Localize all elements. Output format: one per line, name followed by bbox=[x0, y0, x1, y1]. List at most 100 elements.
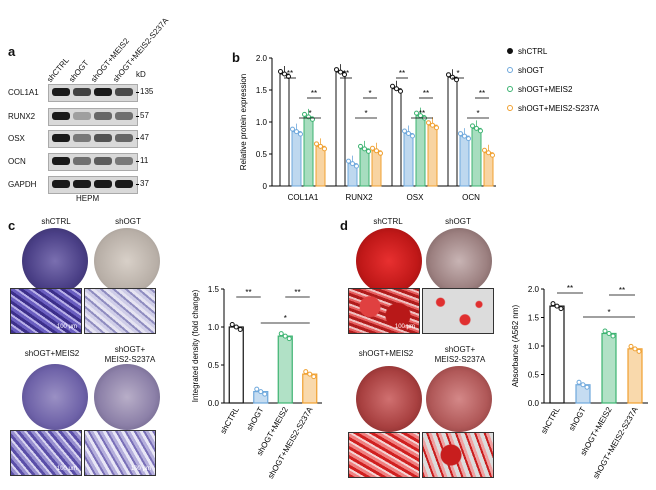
kd-runx2: 57 bbox=[136, 111, 149, 120]
c-label-shogt: shOGT bbox=[115, 217, 141, 226]
bar bbox=[471, 127, 482, 187]
panel-label-c: c bbox=[8, 218, 16, 233]
c-micro-s237a: 100 μm bbox=[84, 430, 156, 476]
data-point bbox=[414, 110, 419, 116]
bar bbox=[279, 73, 290, 187]
d-micro-meis2 bbox=[348, 432, 420, 478]
data-point bbox=[470, 123, 475, 129]
bar bbox=[427, 124, 438, 187]
data-point bbox=[286, 74, 291, 79]
chart-protein-expression: 0 0.5 1.0 1.5 2.0 Relative protein expression… bbox=[239, 47, 600, 202]
data-point bbox=[458, 131, 463, 137]
y-axis-label: Integrated density (fold change) bbox=[191, 289, 200, 402]
legend-marker bbox=[507, 67, 513, 73]
d-micro-s237a bbox=[422, 432, 494, 478]
panel-label-b: b bbox=[232, 50, 240, 65]
data-point bbox=[342, 72, 347, 78]
data-point bbox=[233, 324, 239, 330]
c-label-shctrl: shCTRL bbox=[41, 217, 71, 226]
data-point bbox=[278, 331, 284, 337]
data-point bbox=[282, 333, 288, 339]
d-label-meis2: shOGT+MEIS2 bbox=[358, 349, 414, 358]
c-well-shogt bbox=[94, 228, 160, 294]
blot-row-runx2 bbox=[48, 108, 138, 126]
y-tick-label: 1.0 bbox=[528, 342, 540, 351]
blot-row-col1a1 bbox=[48, 84, 138, 102]
d-well-s237a bbox=[426, 366, 492, 432]
kd-label: kD bbox=[136, 70, 146, 79]
significance-label: ** bbox=[343, 69, 349, 78]
x-tick-label: shOGT bbox=[567, 405, 588, 432]
y-tick-label: 1.0 bbox=[256, 118, 268, 127]
significance-label: ** bbox=[399, 69, 405, 78]
data-point bbox=[490, 152, 495, 158]
data-point bbox=[374, 148, 379, 154]
data-point bbox=[318, 143, 323, 149]
data-point bbox=[580, 382, 586, 388]
data-point bbox=[350, 161, 355, 167]
data-point bbox=[446, 72, 451, 78]
chart-absorbance: 0.0 0.5 1.0 1.5 2.0 Absorbance (A562 nm) shCTR… bbox=[511, 284, 648, 480]
legend-entry: shOGT+MEIS2-S237A bbox=[518, 104, 600, 113]
cell-type-label: HEPM bbox=[76, 194, 100, 203]
x-tick-label: OSX bbox=[407, 193, 425, 202]
x-tick-label: shOGT+MEIS2-S237A bbox=[266, 405, 315, 480]
bar bbox=[459, 135, 470, 187]
y-tick-label: 2.0 bbox=[256, 54, 268, 63]
data-point bbox=[262, 391, 268, 397]
c-micro-shogt bbox=[84, 288, 156, 334]
data-point bbox=[311, 374, 317, 380]
y-tick-label: 0.0 bbox=[528, 399, 540, 408]
legend-marker bbox=[507, 86, 513, 92]
scale-bar-label: 100 μm bbox=[130, 466, 151, 472]
x-tick-label: OCN bbox=[462, 193, 480, 202]
data-point bbox=[632, 346, 638, 352]
bar bbox=[359, 148, 370, 187]
data-point bbox=[322, 146, 327, 152]
data-point bbox=[303, 369, 309, 375]
significance-label: * bbox=[308, 109, 311, 118]
x-tick-label: shCTRL bbox=[219, 405, 242, 435]
bar bbox=[601, 332, 617, 404]
data-point bbox=[286, 336, 292, 342]
blot-row-osx bbox=[48, 130, 138, 148]
c-micro-shctrl: 100 μm bbox=[10, 288, 82, 334]
significance-label: ** bbox=[311, 89, 317, 98]
d-label-shctrl: shCTRL bbox=[373, 217, 403, 226]
y-tick-label: 0 bbox=[263, 182, 268, 191]
scale-bar-label: 100 μm bbox=[56, 466, 77, 472]
bar bbox=[549, 305, 565, 404]
y-tick-label: 1.5 bbox=[256, 86, 268, 95]
significance-label: ** bbox=[419, 109, 425, 118]
data-point bbox=[426, 120, 431, 126]
data-point bbox=[338, 69, 343, 75]
c-well-s237a bbox=[94, 364, 160, 430]
data-point bbox=[378, 150, 383, 156]
scale-bar-label: 100 μm bbox=[56, 324, 77, 330]
data-point bbox=[290, 126, 295, 132]
data-point bbox=[398, 88, 403, 94]
c-well-shctrl bbox=[22, 228, 88, 294]
data-point bbox=[554, 303, 560, 309]
chart-integrated-density: 0.0 0.5 1.0 1.5 Integrated density (fold cha… bbox=[191, 285, 322, 480]
y-axis-label: Absorbance (A562 nm) bbox=[511, 305, 520, 388]
protein-label-runx2: RUNX2 bbox=[8, 112, 36, 121]
data-point bbox=[602, 328, 608, 334]
bar bbox=[483, 152, 494, 187]
data-point bbox=[282, 71, 287, 77]
bar bbox=[415, 115, 426, 187]
data-point bbox=[584, 384, 590, 390]
y-tick-label: 1.0 bbox=[208, 323, 220, 332]
significance-label: ** bbox=[619, 286, 625, 295]
y-tick-label: 0.5 bbox=[256, 150, 268, 159]
data-point bbox=[334, 67, 339, 73]
protein-label-ocn: OCN bbox=[8, 157, 26, 166]
protein-label-col1a1: COL1A1 bbox=[8, 88, 39, 97]
y-tick-label: 2.0 bbox=[528, 285, 540, 294]
protein-label-gapdh: GAPDH bbox=[8, 180, 37, 189]
data-point bbox=[474, 125, 479, 131]
data-point bbox=[558, 306, 564, 312]
data-point bbox=[302, 111, 307, 117]
x-tick-label: RUNX2 bbox=[345, 193, 373, 202]
data-point bbox=[434, 125, 439, 131]
